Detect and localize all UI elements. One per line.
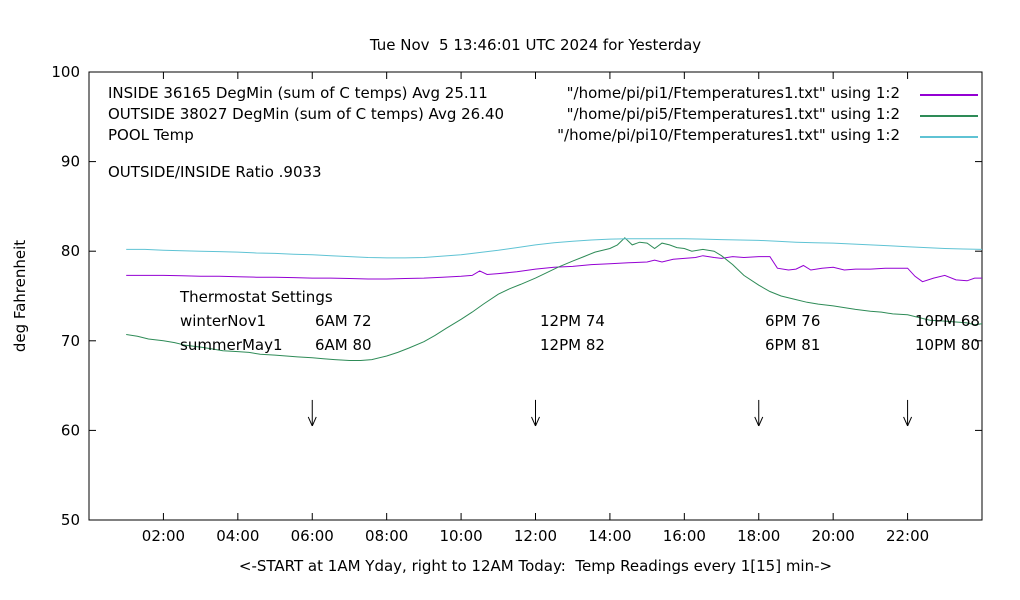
summer-6am: 6AM 80 bbox=[315, 336, 372, 354]
thermostat-title: Thermostat Settings bbox=[180, 288, 333, 306]
summer-12pm: 12PM 82 bbox=[540, 336, 605, 354]
x-tick-label: 22:00 bbox=[886, 527, 929, 545]
x-axis-label: <-START at 1AM Yday, right to 12AM Today… bbox=[238, 557, 833, 575]
y-tick-label: 80 bbox=[61, 242, 80, 260]
x-tick-label: 14:00 bbox=[588, 527, 631, 545]
winter-12pm: 12PM 74 bbox=[540, 312, 605, 330]
x-tick-label: 10:00 bbox=[439, 527, 482, 545]
y-tick-label: 100 bbox=[51, 63, 80, 81]
x-tick-label: 12:00 bbox=[514, 527, 557, 545]
legend-label-inside: INSIDE 36165 DegMin (sum of C temps) Avg… bbox=[108, 84, 488, 102]
x-tick-label: 06:00 bbox=[291, 527, 334, 545]
series-line-outside bbox=[126, 237, 983, 361]
legend-file-inside: "/home/pi/pi1/Ftemperatures1.txt" using … bbox=[566, 84, 900, 102]
legend-line-sample-outside bbox=[920, 115, 978, 117]
thermostat-winter-row: winterNov1 6AM 72 12PM 74 6PM 76 10PM 68 bbox=[180, 312, 1000, 332]
outside-inside-ratio: OUTSIDE/INSIDE Ratio .9033 bbox=[108, 163, 322, 181]
legend-file-outside: "/home/pi/pi5/Ftemperatures1.txt" using … bbox=[566, 105, 900, 123]
chart-title: Tue Nov 5 13:46:01 UTC 2024 for Yesterda… bbox=[369, 36, 702, 54]
series-line-pool bbox=[126, 238, 983, 259]
x-tick-label: 18:00 bbox=[737, 527, 780, 545]
x-tick-label: 08:00 bbox=[365, 527, 408, 545]
y-tick-label: 70 bbox=[61, 332, 80, 350]
winter-6pm: 6PM 76 bbox=[765, 312, 821, 330]
legend-line-sample-pool bbox=[920, 136, 978, 138]
winter-label: winterNov1 bbox=[180, 312, 267, 330]
y-axis-label: deg Fahrenheit bbox=[11, 239, 29, 353]
summer-10pm: 10PM 80 bbox=[915, 336, 980, 354]
legend-row-outside: OUTSIDE 38027 DegMin (sum of C temps) Av… bbox=[108, 105, 980, 126]
legend-file-pool: "/home/pi/pi10/Ftemperatures1.txt" using… bbox=[557, 126, 900, 144]
winter-10pm: 10PM 68 bbox=[915, 312, 980, 330]
summer-6pm: 6PM 81 bbox=[765, 336, 821, 354]
legend-label-pool: POOL Temp bbox=[108, 126, 194, 144]
summer-label: summerMay1 bbox=[180, 336, 283, 354]
winter-6am: 6AM 72 bbox=[315, 312, 372, 330]
y-tick-label: 60 bbox=[61, 421, 80, 439]
y-tick-label: 50 bbox=[61, 511, 80, 529]
legend-line-sample-inside bbox=[920, 94, 978, 96]
x-tick-label: 04:00 bbox=[216, 527, 259, 545]
legend-row-pool: POOL Temp "/home/pi/pi10/Ftemperatures1.… bbox=[108, 126, 980, 147]
y-tick-label: 90 bbox=[61, 153, 80, 171]
thermostat-summer-row: summerMay1 6AM 80 12PM 82 6PM 81 10PM 80 bbox=[180, 336, 1000, 356]
x-tick-label: 02:00 bbox=[142, 527, 185, 545]
legend: INSIDE 36165 DegMin (sum of C temps) Avg… bbox=[108, 84, 980, 147]
legend-label-outside: OUTSIDE 38027 DegMin (sum of C temps) Av… bbox=[108, 105, 505, 123]
series-line-inside bbox=[126, 255, 982, 283]
legend-row-inside: INSIDE 36165 DegMin (sum of C temps) Avg… bbox=[108, 84, 980, 105]
x-tick-label: 20:00 bbox=[812, 527, 855, 545]
x-tick-label: 16:00 bbox=[663, 527, 706, 545]
